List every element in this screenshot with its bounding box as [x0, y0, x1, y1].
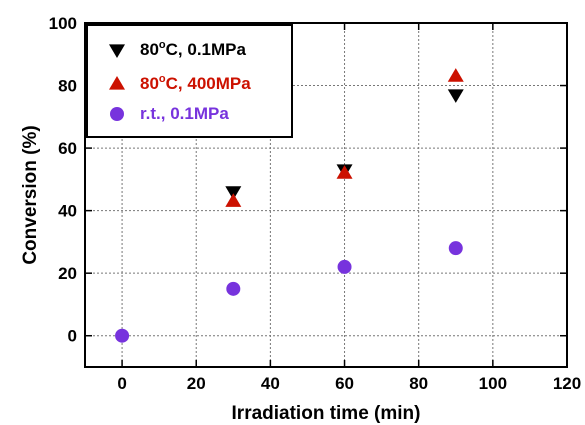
y-tick-label: 40: [58, 202, 77, 221]
legend-label-rest: C, 400MPa: [166, 74, 252, 93]
x-tick-labels: 0 20 40 60 80 100 120: [117, 374, 581, 393]
legend-marker: [109, 44, 125, 58]
series-1: [225, 68, 464, 207]
data-point: [115, 328, 130, 343]
plot-frame: [84, 22, 568, 368]
data-point: [337, 259, 352, 274]
y-axis-label: Conversion (%): [20, 125, 41, 264]
data-point: [225, 193, 242, 207]
data-point: [226, 281, 241, 296]
y-tick-label: 80: [58, 77, 77, 96]
data-point: [447, 68, 464, 82]
legend-label-rest: C, 0.1MPa: [166, 40, 247, 59]
legend-label-sup: o: [159, 73, 166, 85]
x-tick-label: 120: [553, 374, 581, 393]
legend-marker: [110, 107, 124, 121]
y-tick-labels: 0 20 40 60 80 100: [49, 14, 77, 346]
y-tick-label: 100: [49, 14, 77, 33]
x-tick-label: 40: [261, 374, 280, 393]
x-axis-label: Irradiation time (min): [232, 403, 421, 424]
data-points: [115, 68, 464, 343]
legend-label-main: 80: [140, 74, 159, 93]
y-tick-label: 20: [58, 264, 77, 283]
data-point: [336, 165, 353, 179]
legend-label-sup: o: [159, 39, 166, 51]
y-tick-label: 60: [58, 139, 77, 158]
x-tick-label: 80: [409, 374, 428, 393]
legend-label: 80oC, 0.1MPa: [140, 39, 247, 59]
x-tick-label: 60: [335, 374, 354, 393]
series-2: [115, 241, 463, 343]
x-tick-label: 20: [187, 374, 206, 393]
y-tick-label: 0: [68, 327, 77, 346]
data-point: [225, 186, 242, 200]
data-point: [447, 89, 464, 103]
x-tick-label: 100: [479, 374, 507, 393]
legend-label-main: r.t., 0.1MPa: [140, 104, 229, 123]
data-point: [448, 241, 463, 256]
legend-marker: [109, 76, 125, 90]
legend-label-main: 80: [140, 40, 159, 59]
legend-label: 80oC, 400MPa: [140, 73, 251, 93]
legend-label: r.t., 0.1MPa: [140, 104, 229, 123]
x-tick-label: 0: [117, 374, 126, 393]
